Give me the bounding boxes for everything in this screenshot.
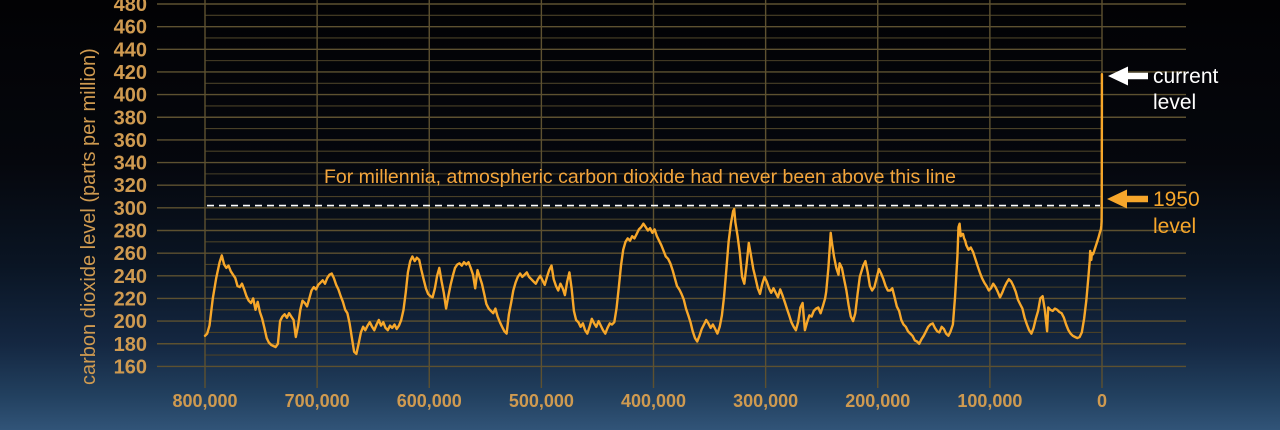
level-1950-label-line2: level — [1153, 215, 1196, 238]
x-tick-label: 600,000 — [397, 391, 462, 411]
x-tick-label: 400,000 — [621, 391, 686, 411]
x-tick-label: 500,000 — [509, 391, 574, 411]
current-level-label-line2: level — [1153, 91, 1196, 114]
current-level-label-line1: current — [1153, 65, 1219, 88]
y-tick-label: 300 — [114, 198, 147, 220]
threshold-annotation: For millennia, atmospheric carbon dioxid… — [324, 166, 956, 188]
y-tick-label: 420 — [114, 62, 147, 84]
y-tick-label: 400 — [114, 85, 147, 107]
x-axis-tick-labels: 800,000 700,000 600,000 500,000 400,000 300,0… — [172, 391, 1107, 411]
y-tick-label: 280 — [114, 221, 147, 243]
y-tick-label: 220 — [114, 288, 147, 310]
level-1950-arrow-icon — [1107, 189, 1148, 209]
y-tick-label: 160 — [114, 356, 147, 378]
y-tick-label: 380 — [114, 107, 147, 129]
x-tick-label: 200,000 — [845, 391, 910, 411]
x-tick-label: 800,000 — [172, 391, 237, 411]
y-tick-label: 440 — [114, 39, 147, 61]
x-tick-label: 700,000 — [285, 391, 350, 411]
y-axis-tick-labels: 4804604404204003803603403203002802602402… — [114, 0, 147, 378]
y-axis-title: carbon dioxide level (parts per million) — [78, 48, 100, 385]
y-tick-label: 460 — [114, 17, 147, 39]
y-tick-label: 180 — [114, 334, 147, 356]
current-level-arrow-icon — [1108, 66, 1148, 86]
y-tick-label: 200 — [114, 311, 147, 333]
x-tick-label: 100,000 — [957, 391, 1022, 411]
y-tick-label: 360 — [114, 130, 147, 152]
level-1950-label-line1: 1950 — [1153, 188, 1200, 211]
y-tick-label: 240 — [114, 266, 147, 288]
major-gridlines — [157, 3, 1186, 368]
y-tick-label: 340 — [114, 153, 147, 175]
x-tick-label: 0 — [1097, 391, 1107, 411]
x-tick-label: 300,000 — [733, 391, 798, 411]
y-tick-label: 480 — [114, 0, 147, 16]
co2-data-line — [203, 73, 1104, 356]
vertical-gridlines — [204, 0, 1103, 388]
y-tick-label: 260 — [114, 243, 147, 265]
y-tick-label: 320 — [114, 175, 147, 197]
